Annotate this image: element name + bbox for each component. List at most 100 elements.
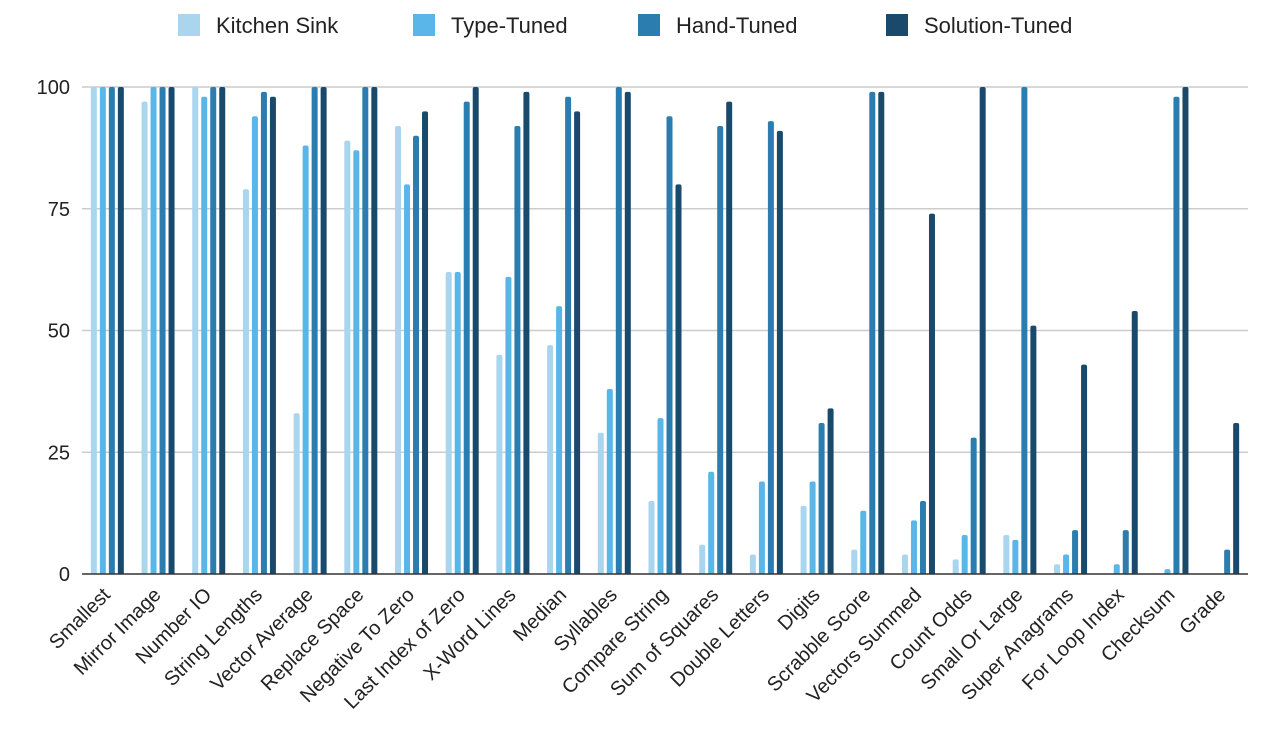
bar: [717, 125, 724, 575]
bar: [726, 101, 733, 575]
bar: [928, 213, 935, 574]
bar: [362, 87, 369, 574]
bar: [869, 91, 876, 575]
bar: [1122, 530, 1129, 574]
legend-item: Type-Tuned: [413, 13, 568, 38]
bar: [293, 413, 300, 574]
bar: [574, 111, 581, 574]
bar-series: [90, 87, 1240, 575]
bar: [353, 150, 360, 574]
legend-swatch: [886, 14, 908, 36]
bar: [371, 87, 378, 574]
bar: [699, 544, 706, 574]
bar: [159, 87, 166, 574]
bar: [1113, 564, 1120, 574]
bar: [311, 87, 318, 574]
bar: [1164, 569, 1171, 574]
bar: [565, 96, 572, 575]
bar: [344, 140, 351, 574]
bar: [302, 145, 309, 574]
bar: [657, 418, 664, 574]
bar: [961, 535, 968, 574]
bar: [413, 135, 420, 574]
legend-swatch: [178, 14, 200, 36]
bar: [1182, 87, 1189, 574]
y-tick-label: 0: [59, 564, 70, 586]
bar: [496, 354, 503, 574]
bar: [878, 91, 885, 575]
bar: [952, 559, 959, 574]
bar: [606, 388, 613, 574]
bar: [422, 111, 429, 574]
bar: [192, 87, 199, 574]
legend-label: Hand-Tuned: [676, 13, 797, 38]
bar: [201, 96, 208, 575]
bar: [269, 96, 276, 575]
bar: [547, 345, 554, 574]
bar: [1030, 325, 1037, 574]
bar: [242, 189, 249, 574]
legend-swatch: [413, 14, 435, 36]
bar: [454, 272, 461, 574]
bar: [150, 87, 157, 574]
bar: [615, 87, 622, 574]
bar: [1054, 564, 1061, 574]
legend-label: Solution-Tuned: [924, 13, 1072, 38]
bar: [648, 500, 655, 574]
bar: [809, 481, 816, 574]
legend-swatch: [638, 14, 660, 36]
bar: [1131, 311, 1138, 574]
bar: [1003, 535, 1010, 574]
bar: [1173, 96, 1180, 575]
bar: [776, 130, 783, 574]
bar: [818, 423, 825, 574]
x-category-label: Grade: [1175, 584, 1230, 639]
y-gridlines: [82, 86, 1248, 453]
bar: [404, 184, 411, 574]
legend-label: Type-Tuned: [451, 13, 568, 38]
bar: [472, 87, 479, 574]
bar: [99, 87, 106, 574]
legend-label: Kitchen Sink: [216, 13, 339, 38]
bar: [117, 87, 124, 574]
legend-item: Solution-Tuned: [886, 13, 1072, 38]
bar: [463, 101, 470, 575]
bar: [210, 87, 217, 574]
legend-item: Kitchen Sink: [178, 13, 339, 38]
bar: [1063, 554, 1070, 574]
bar: [320, 87, 327, 574]
bar: [1012, 539, 1019, 574]
bar: [851, 549, 858, 574]
bar: [827, 408, 834, 574]
bar: [901, 554, 908, 574]
bar: [1224, 549, 1231, 574]
y-tick-label: 50: [48, 321, 70, 343]
bar: [758, 481, 765, 574]
bar: [666, 116, 673, 574]
bar: [749, 554, 756, 574]
bar: [219, 87, 226, 574]
bar: [556, 306, 563, 574]
bar: [505, 276, 512, 574]
bar: [970, 437, 977, 574]
chart-legend: Kitchen Sink Type-Tuned Hand-Tuned Solution…: [178, 13, 1072, 38]
bar: [523, 91, 530, 575]
bar: [910, 520, 917, 574]
bar: [919, 500, 926, 574]
bar: [251, 116, 258, 574]
legend-item: Hand-Tuned: [638, 13, 797, 38]
bar: [260, 91, 267, 575]
bar: [90, 87, 97, 574]
bar: [108, 87, 115, 574]
y-axis-tick-labels: 0 25 50 75 100: [37, 77, 70, 586]
bar: [624, 91, 631, 575]
bar: [1021, 87, 1028, 574]
bar: [141, 101, 148, 575]
bar: [445, 272, 452, 574]
bar: [675, 184, 682, 574]
bar: [979, 87, 986, 574]
bar: [1233, 423, 1240, 574]
bar: [860, 510, 867, 574]
y-tick-label: 25: [48, 442, 70, 464]
